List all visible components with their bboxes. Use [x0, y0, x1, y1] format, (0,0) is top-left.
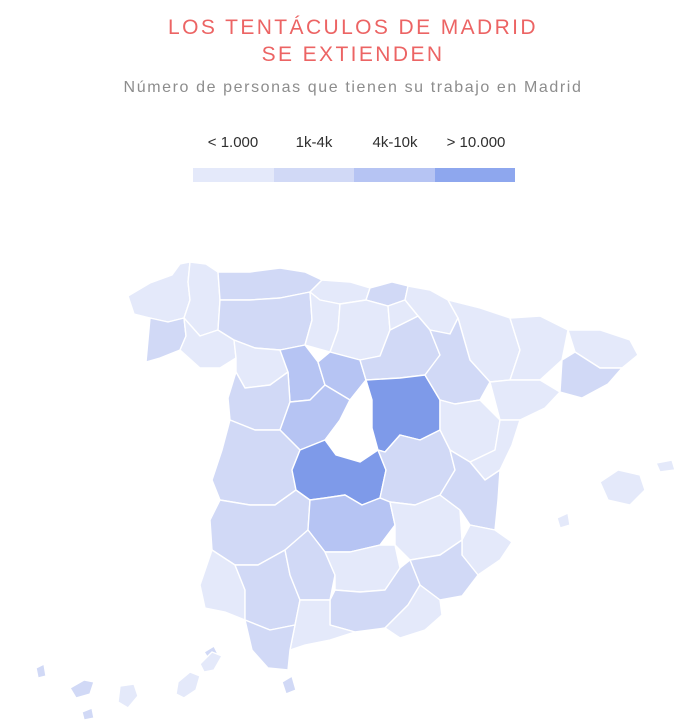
legend-label-4k-10k: 4k-10k: [372, 134, 418, 151]
province-tarragona[interactable]: [489, 379, 561, 421]
legend-swatch-1k-4k: [273, 168, 354, 182]
province-ourense[interactable]: [179, 317, 237, 369]
legend-label-gt-10000: > 10.000: [446, 134, 506, 151]
title-line-2: SE EXTIENDEN: [261, 43, 445, 66]
legend-label-1k-4k: 1k-4k: [295, 134, 333, 151]
map-title: LOS TENTÁCULOS DE MADRID SE EXTIENDEN: [0, 14, 690, 68]
province-las-palmas[interactable]: [117, 651, 223, 709]
province-santa-cruz-de-tenerife[interactable]: [35, 663, 95, 721]
province-burgos[interactable]: [329, 299, 391, 361]
province-cordoba[interactable]: [284, 529, 336, 601]
province-pontevedra[interactable]: [145, 317, 187, 363]
province-ibiza[interactable]: [556, 512, 571, 529]
province-mallorca[interactable]: [599, 469, 646, 506]
legend-label-lt-1000: < 1.000: [207, 134, 259, 151]
province-almeria[interactable]: [384, 584, 443, 639]
title-line-1: LOS TENTÁCULOS DE MADRID: [168, 16, 538, 39]
province-malaga[interactable]: [289, 599, 356, 651]
province-ciudad-real[interactable]: [307, 494, 396, 553]
province-ceuta[interactable]: [281, 675, 297, 695]
province-menorca[interactable]: [655, 459, 676, 473]
legend-swatch-gt-10000: [434, 168, 515, 182]
province-barcelona[interactable]: [559, 351, 623, 399]
map-subtitle: Número de personas que tienen su trabajo…: [123, 79, 583, 96]
legend-swatch-4k-10k: [354, 168, 435, 182]
province-la-rioja[interactable]: [387, 299, 419, 331]
legend: < 1.000 1k-4k 4k-10k > 10.000: [193, 134, 515, 184]
province-lleida[interactable]: [509, 315, 569, 381]
legend-swatch-lt-1000: [193, 168, 274, 182]
province-cadiz[interactable]: [244, 619, 296, 671]
province-a-coruna[interactable]: [127, 261, 191, 323]
